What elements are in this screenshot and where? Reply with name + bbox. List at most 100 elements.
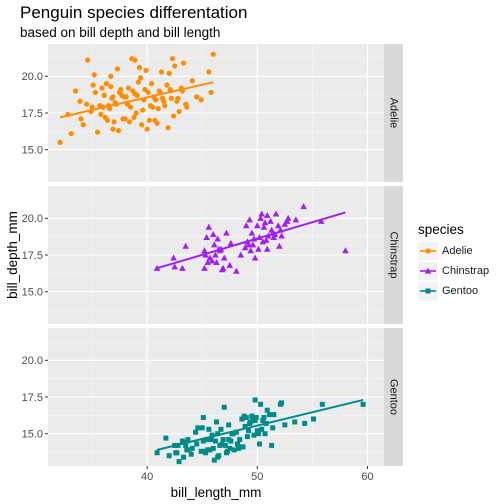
data-point (165, 125, 171, 131)
data-point (226, 261, 234, 268)
data-point (133, 110, 139, 116)
data-point (134, 92, 140, 98)
legend-label-chinstrap: Chinstrap (442, 265, 490, 277)
data-point (251, 432, 257, 438)
data-point (267, 217, 274, 224)
data-point (90, 82, 96, 88)
data-point (258, 210, 266, 217)
data-point (252, 417, 258, 423)
data-point (255, 245, 262, 252)
data-point (99, 85, 105, 91)
data-point (264, 407, 270, 413)
data-point (249, 413, 255, 419)
data-point (89, 104, 95, 110)
data-point (310, 416, 316, 422)
data-point (168, 95, 174, 101)
data-point (145, 89, 151, 96)
data-point (203, 233, 210, 240)
data-point (166, 453, 172, 459)
data-point (278, 232, 285, 239)
y-tick-label: 15.0 (22, 429, 43, 441)
data-point (125, 85, 132, 91)
data-point (319, 401, 325, 407)
data-point (171, 263, 178, 270)
x-tick-label: 60 (361, 471, 373, 483)
data-point (188, 451, 194, 457)
data-point (203, 450, 209, 456)
data-point (215, 431, 221, 437)
legend-title: species (418, 222, 464, 237)
data-point (94, 129, 101, 135)
legend-label-gentoo: Gentoo (442, 285, 479, 297)
data-point (154, 450, 160, 456)
data-point (201, 247, 208, 254)
data-point (242, 423, 248, 429)
data-point (57, 139, 63, 145)
data-point (77, 98, 83, 104)
data-point (245, 428, 251, 434)
data-point (186, 447, 192, 453)
data-point (98, 111, 104, 118)
data-point (110, 94, 116, 100)
data-point (227, 445, 233, 451)
data-point (252, 397, 258, 403)
data-point (158, 69, 165, 75)
data-point (258, 401, 264, 407)
data-point (220, 254, 228, 261)
data-point (184, 104, 190, 110)
data-point (261, 415, 267, 421)
data-point (292, 216, 300, 223)
data-point (169, 56, 176, 62)
data-point (263, 211, 271, 218)
data-point (257, 441, 263, 447)
data-point (199, 425, 205, 431)
facet-panel-adelie: 15.0 17.5 20.0 Adelie (22, 44, 403, 182)
data-point (174, 450, 180, 456)
data-point (210, 445, 216, 451)
y-tick-label: 20.0 (22, 213, 43, 225)
data-point (260, 417, 266, 423)
data-point (161, 98, 167, 104)
data-point (213, 258, 220, 265)
data-point (176, 459, 182, 465)
data-point (255, 431, 261, 437)
data-point (231, 447, 237, 453)
data-point (271, 412, 277, 418)
data-point (80, 122, 86, 128)
data-point (104, 117, 111, 123)
data-point (220, 437, 226, 443)
data-point (164, 82, 170, 88)
trend-line-chinstrap (156, 211, 346, 270)
data-point (200, 415, 206, 421)
data-point (219, 264, 227, 271)
data-point (251, 254, 259, 261)
data-point (214, 235, 221, 242)
data-point (175, 95, 181, 101)
data-point (144, 126, 150, 132)
data-point (172, 63, 178, 69)
facet-panel-chinstrap: 15.0 17.5 20.0 Chinstrap (22, 186, 403, 324)
data-point (146, 117, 152, 123)
data-point (284, 214, 292, 221)
data-point (78, 116, 84, 122)
data-point (228, 438, 234, 444)
data-point (218, 426, 224, 432)
data-point (212, 438, 218, 444)
data-point (221, 404, 227, 410)
data-point (185, 437, 191, 443)
y-tick-label: 17.5 (22, 108, 43, 120)
legend-label-adelie: Adelie (442, 245, 473, 257)
x-tick-label: 40 (141, 471, 153, 483)
data-point (236, 445, 242, 451)
axes: bill_length_mm bill_depth_mm 40 50 60 (5, 211, 374, 500)
data-point (72, 88, 79, 94)
data-point (131, 114, 137, 121)
data-point (230, 431, 236, 437)
legend-item-adelie: Adelie (418, 241, 504, 261)
data-point (292, 419, 298, 425)
data-point (247, 247, 255, 254)
data-point (123, 94, 129, 100)
data-point (233, 267, 240, 274)
data-point (272, 210, 280, 217)
